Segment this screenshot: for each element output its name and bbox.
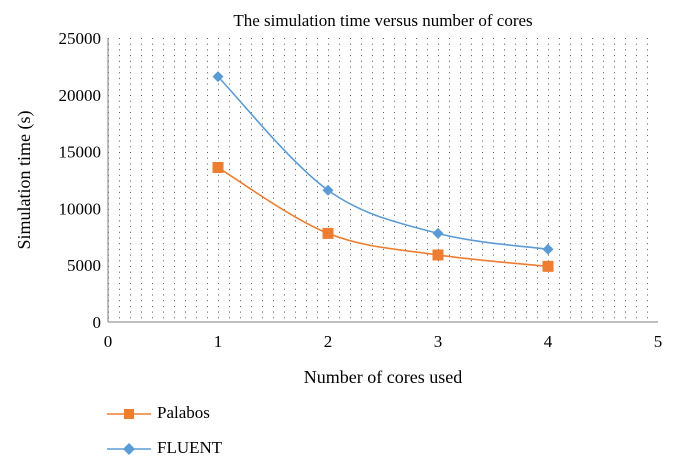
series-line-fluent xyxy=(217,76,549,251)
data-point-fluent xyxy=(212,71,224,83)
y-tick-label: 20000 xyxy=(59,86,102,105)
legend-square-marker xyxy=(124,409,134,419)
legend-label-palabos: Palabos xyxy=(157,403,210,422)
legend-label-fluent: FLUENT xyxy=(157,438,223,457)
x-tick-label: 5 xyxy=(654,332,663,351)
x-axis-label: Number of cores used xyxy=(304,367,462,387)
data-point-palabos xyxy=(212,162,224,174)
data-point-fluent xyxy=(542,243,554,255)
plot-area xyxy=(108,38,658,322)
legend-swatch-fluent xyxy=(107,443,151,455)
x-tick-label: 0 xyxy=(104,332,113,351)
y-tick-labels: 0 5000 10000 15000 20000 25000 xyxy=(59,29,102,332)
data-point-palabos xyxy=(322,227,334,239)
data-point-fluent xyxy=(432,227,444,239)
x-tick-label: 4 xyxy=(544,332,553,351)
data-point-palabos xyxy=(432,249,444,261)
x-tick-labels: 0 1 2 3 4 5 xyxy=(104,332,663,351)
chart-title: The simulation time versus number of cor… xyxy=(233,11,532,30)
y-tick-label: 5000 xyxy=(67,256,101,275)
chart: The simulation time versus number of cor… xyxy=(14,11,663,387)
legend-swatch-palabos xyxy=(107,409,151,419)
x-tick-label: 1 xyxy=(214,332,223,351)
data-point-palabos xyxy=(542,260,554,272)
data-point-fluent xyxy=(322,184,334,196)
y-tick-label: 25000 xyxy=(59,29,102,48)
series-layer xyxy=(212,71,554,272)
x-tick-label: 2 xyxy=(324,332,333,351)
x-tick-label: 3 xyxy=(434,332,443,351)
y-axis-label: Simulation time (s) xyxy=(14,111,35,250)
y-tick-label: 0 xyxy=(93,313,102,332)
y-tick-label: 15000 xyxy=(59,143,102,162)
legend-diamond-marker xyxy=(123,443,135,455)
series-line-palabos xyxy=(217,166,549,268)
y-tick-label: 10000 xyxy=(59,199,102,218)
